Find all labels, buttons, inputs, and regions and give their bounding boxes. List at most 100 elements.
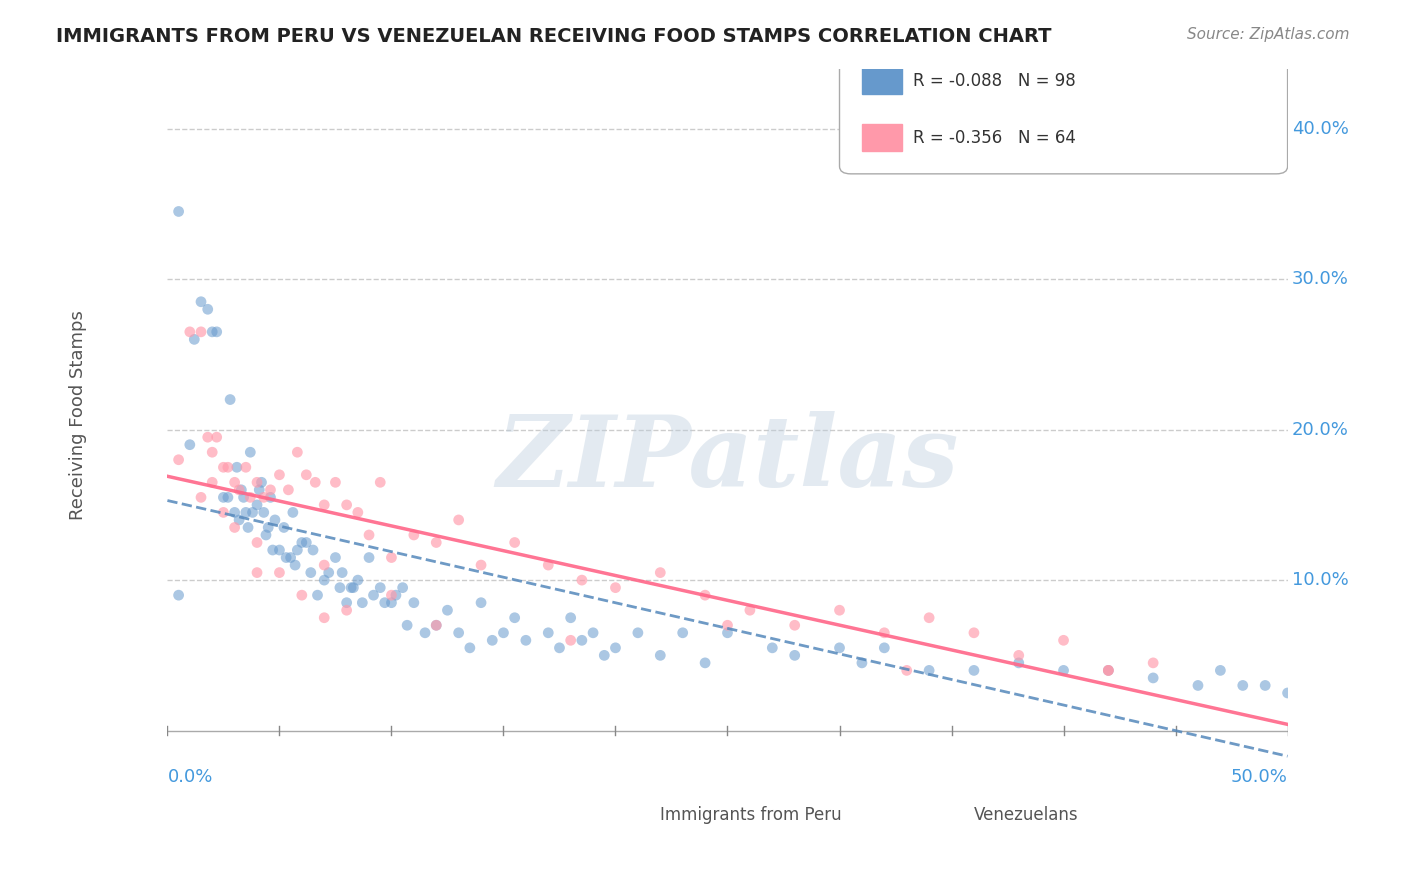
Point (650, 566, 672, 580)
Point (1277, 686, 1299, 700)
Point (571, 633, 593, 648)
Point (269, 566, 291, 580)
Point (1008, 656, 1031, 670)
Point (336, 603, 359, 617)
Point (183, 332, 205, 346)
Point (224, 520, 246, 534)
Point (503, 611, 526, 625)
Point (336, 596, 359, 610)
Point (197, 430, 219, 444)
Point (269, 543, 291, 558)
Point (239, 491, 262, 505)
Point (402, 528, 425, 542)
Point (269, 467, 291, 482)
Point (285, 445, 308, 459)
Point (285, 543, 308, 558)
Point (179, 438, 201, 452)
Point (212, 505, 235, 519)
Point (302, 543, 325, 558)
Point (672, 625, 695, 640)
Point (254, 528, 277, 542)
Point (1254, 678, 1277, 692)
Point (1187, 678, 1209, 692)
Point (447, 625, 470, 640)
Text: IMMIGRANTS FROM PERU VS VENEZUELAN RECEIVING FOOD STAMPS CORRELATION CHART: IMMIGRANTS FROM PERU VS VENEZUELAN RECEI… (56, 27, 1052, 45)
Point (515, 633, 537, 648)
Point (716, 625, 738, 640)
Point (246, 535, 269, 549)
Point (190, 294, 212, 309)
Point (896, 664, 918, 678)
Point (1097, 664, 1119, 678)
Point (605, 640, 627, 655)
Point (217, 491, 239, 505)
Point (342, 581, 364, 595)
Point (537, 625, 560, 640)
Point (247, 483, 270, 497)
Point (225, 460, 247, 475)
Point (347, 505, 370, 519)
Point (693, 656, 716, 670)
Point (284, 558, 307, 572)
Point (470, 596, 492, 610)
Point (190, 491, 212, 505)
Point (205, 325, 228, 339)
Point (281, 505, 304, 519)
Point (167, 452, 190, 467)
Point (318, 566, 340, 580)
Point (201, 445, 224, 459)
Text: Source: ZipAtlas.com: Source: ZipAtlas.com (1187, 27, 1350, 42)
Point (228, 513, 250, 527)
Point (413, 625, 436, 640)
Bar (929, 796, 956, 814)
Point (291, 588, 314, 602)
Point (391, 581, 413, 595)
Point (329, 581, 352, 595)
Text: 40.0%: 40.0% (1292, 120, 1348, 137)
Point (593, 648, 616, 663)
Point (761, 640, 783, 655)
Point (295, 467, 318, 482)
Text: R = -0.088   N = 98: R = -0.088 N = 98 (914, 71, 1076, 89)
Point (385, 588, 408, 602)
Point (330, 566, 353, 580)
Point (537, 558, 560, 572)
Bar (862, 67, 903, 94)
Text: 20.0%: 20.0% (1292, 421, 1348, 439)
Point (246, 498, 269, 512)
Point (190, 325, 212, 339)
Point (336, 498, 359, 512)
Text: 10.0%: 10.0% (1292, 571, 1348, 589)
Point (458, 640, 481, 655)
Point (304, 475, 326, 490)
Point (582, 625, 605, 640)
Point (503, 535, 526, 549)
Point (250, 475, 273, 490)
Point (224, 475, 246, 490)
Point (259, 491, 281, 505)
Text: Venezuelans: Venezuelans (974, 805, 1078, 824)
Point (212, 491, 235, 505)
Text: 30.0%: 30.0% (1292, 270, 1348, 288)
Point (347, 573, 370, 587)
Point (380, 588, 402, 602)
Point (627, 625, 650, 640)
Point (299, 566, 322, 580)
Point (235, 505, 257, 519)
Point (571, 573, 593, 587)
Point (352, 596, 374, 610)
Point (560, 611, 582, 625)
Point (224, 505, 246, 519)
Point (918, 611, 941, 625)
Point (548, 640, 571, 655)
Point (783, 618, 806, 632)
Point (259, 483, 281, 497)
Bar (616, 796, 643, 814)
Point (1209, 664, 1232, 678)
Text: R = -0.356   N = 64: R = -0.356 N = 64 (914, 128, 1077, 147)
Point (228, 483, 250, 497)
Point (201, 475, 224, 490)
Point (264, 513, 287, 527)
Text: 50.0%: 50.0% (1230, 768, 1288, 786)
Point (447, 513, 470, 527)
